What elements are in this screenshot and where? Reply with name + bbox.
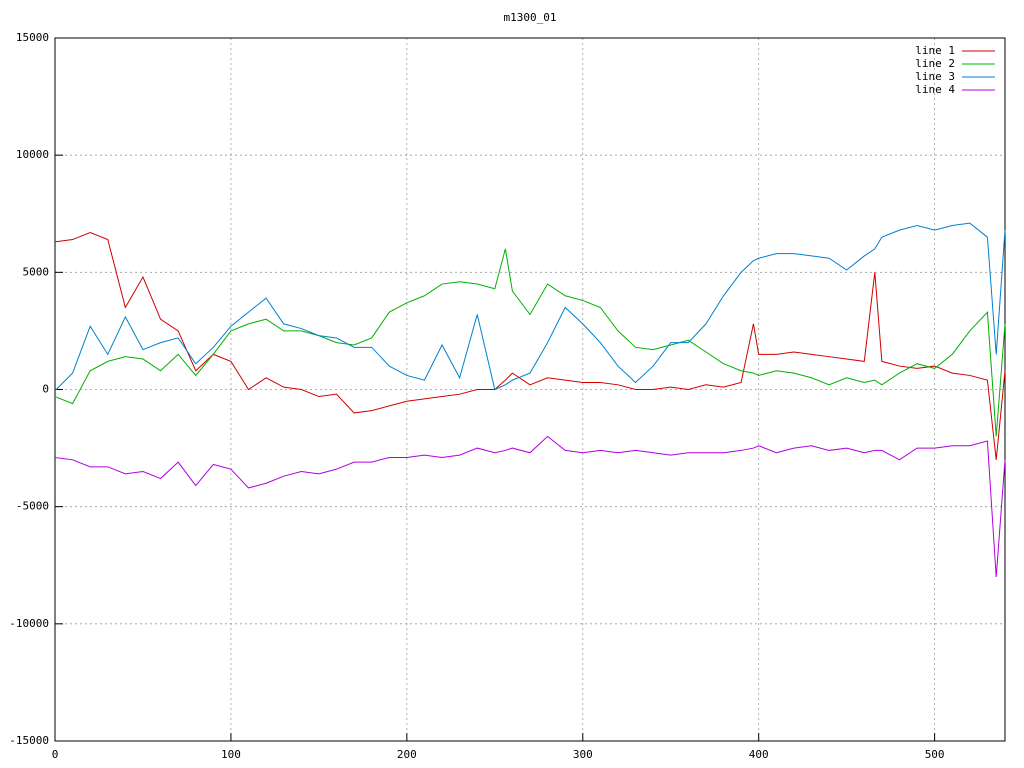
series-line	[54, 231, 1006, 460]
x-tick-label: 300	[573, 748, 593, 761]
legend-label: line 3	[915, 70, 955, 83]
series-line	[54, 222, 1006, 392]
chart-title: m1300_01	[504, 11, 557, 24]
y-tick-label: -15000	[9, 734, 49, 747]
x-tick-label: 0	[52, 748, 59, 761]
y-tick-label: 5000	[23, 265, 50, 278]
y-tick-label: -10000	[9, 617, 49, 630]
x-tick-label: 400	[749, 748, 769, 761]
series-line	[54, 435, 1006, 578]
x-tick-label: 200	[397, 748, 417, 761]
x-tick-label: 100	[221, 748, 241, 761]
legend-label: line 4	[915, 83, 955, 96]
y-tick-label: 0	[42, 383, 49, 396]
plot-frame	[54, 37, 1006, 742]
legend-label: line 1	[915, 44, 955, 57]
y-tick-label: 10000	[16, 148, 49, 161]
y-tick-label: 15000	[16, 31, 49, 44]
legend-label: line 2	[915, 57, 955, 70]
series-line	[54, 248, 1006, 437]
y-tick-label: -5000	[16, 500, 49, 513]
x-tick-label: 500	[925, 748, 945, 761]
